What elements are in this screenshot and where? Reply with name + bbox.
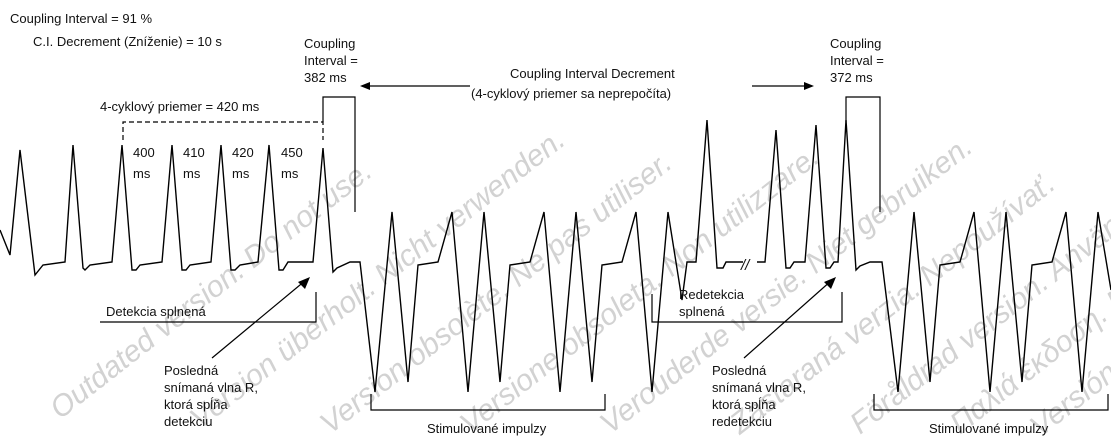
watermark: Outdated version. Do not use. Version üb… [44, 105, 1111, 438]
ecg-trace-segment-1 [0, 119, 743, 393]
svg-text:ktorá spĺňa: ktorá spĺňa [712, 397, 776, 412]
detection-bracket [100, 292, 317, 323]
svg-text:redetekciu: redetekciu [712, 414, 772, 429]
paced-pulses-label-left: Stimulované impulzy [427, 421, 547, 436]
arrow-head-left [360, 82, 370, 90]
average-bracket [122, 121, 324, 140]
arrow-head-pointer-right [824, 277, 836, 289]
svg-text:Coupling Interval Decrement: Coupling Interval Decrement [510, 66, 675, 81]
ecg-trace-segment-2 [757, 119, 1111, 393]
coupling-interval-right-label: Coupling Interval = 372 ms [830, 36, 884, 85]
svg-text:splnená: splnená [679, 304, 725, 319]
interval-unit: ms [281, 166, 299, 181]
svg-text:detekciu: detekciu [164, 414, 212, 429]
decrement-arrows [360, 82, 814, 90]
svg-text:372 ms: 372 ms [830, 70, 873, 85]
svg-text:Coupling: Coupling [830, 36, 881, 51]
interval-unit: ms [133, 166, 151, 181]
last-r-wave-pointer-left [211, 279, 307, 359]
coupling-bracket-right [845, 96, 881, 212]
last-r-wave-label-right: Posledná snímaná vlna R, ktorá spĺňa red… [712, 363, 806, 429]
svg-text:Redetekcia: Redetekcia [679, 287, 745, 302]
four-cycle-average-label: 4-cyklový priemer = 420 ms [100, 99, 260, 114]
last-r-wave-pointer-right [743, 279, 833, 359]
svg-text:Coupling: Coupling [304, 36, 355, 51]
interval-unit: ms [183, 166, 201, 181]
svg-text:Posledná: Posledná [712, 363, 767, 378]
svg-text:snímaná vlna R,: snímaná vlna R, [164, 380, 258, 395]
coupling-interval-decrement-label: Coupling Interval Decrement (4-cyklový p… [471, 66, 675, 101]
arrow-head-pointer-left [298, 277, 310, 289]
paced-bracket-left [370, 394, 606, 411]
svg-text:Interval =: Interval = [304, 53, 358, 68]
interval-unit: ms [232, 166, 250, 181]
svg-text:ktorá spĺňa: ktorá spĺňa [164, 397, 228, 412]
svg-text:Posledná: Posledná [164, 363, 219, 378]
coupling-interval-left-label: Coupling Interval = 382 ms [304, 36, 358, 85]
interval-labels: 400 ms 410 ms 420 ms 450 ms [133, 145, 303, 181]
header-coupling-interval: Coupling Interval = 91 % [10, 11, 152, 26]
interval-value: 450 [281, 145, 303, 160]
redetection-met-label: Redetekcia splnená [679, 287, 745, 319]
coupling-bracket-left [322, 96, 356, 212]
svg-text:(4-cyklový priemer sa neprepoč: (4-cyklový priemer sa neprepočíta) [471, 86, 671, 101]
arrow-head-right [804, 82, 814, 90]
break-mark: // [740, 257, 751, 274]
header-ci-decrement: C.I. Decrement (Zníženie) = 10 s [33, 34, 222, 49]
svg-text:Interval =: Interval = [830, 53, 884, 68]
interval-value: 410 [183, 145, 205, 160]
redetection-bracket [651, 292, 843, 323]
paced-bracket-right [873, 394, 1109, 411]
last-r-wave-label-left: Posledná snímaná vlna R, ktorá spĺňa det… [164, 363, 258, 429]
svg-text:382 ms: 382 ms [304, 70, 347, 85]
interval-value: 400 [133, 145, 155, 160]
interval-value: 420 [232, 145, 254, 160]
paced-pulses-label-right: Stimulované impulzy [929, 421, 1049, 436]
svg-text:snímaná vlna R,: snímaná vlna R, [712, 380, 806, 395]
detection-met-label: Detekcia splnená [106, 304, 206, 319]
